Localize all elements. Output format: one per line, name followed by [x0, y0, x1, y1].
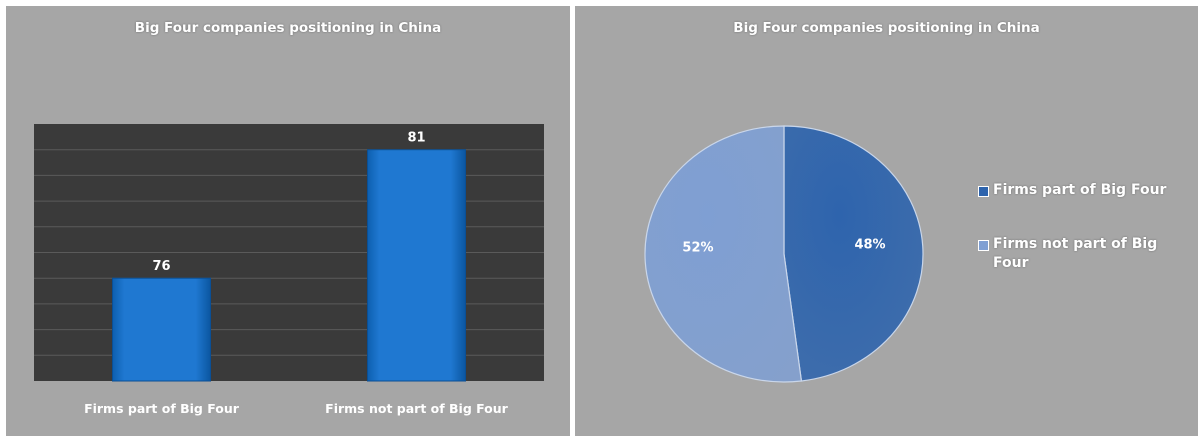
bar-category-label: Firms part of Big Four — [84, 401, 240, 416]
legend-label-firms-not-part-of-big-four: Firms not part of Big Four — [993, 235, 1188, 273]
legend-item-firms-not-part-of-big-four: Firms not part of Big Four — [978, 235, 1193, 279]
pie-data-label: 52% — [682, 241, 713, 256]
bar-chart: 76 Firms part of Big Four 81 Firms not part… — [6, 6, 570, 436]
bar-1 — [368, 150, 466, 381]
pie-data-label: 48% — [854, 237, 885, 252]
legend-swatch-firms-part-of-big-four — [978, 186, 989, 197]
legend-item-firms-part-of-big-four: Firms part of Big Four — [978, 181, 1193, 203]
pie-legend: Firms part of Big Four Firms not part of… — [978, 181, 1193, 291]
bar-data-label: 81 — [407, 131, 425, 146]
bar-category-label: Firms not part of Big Four — [325, 401, 509, 416]
bar-chart-panel: Big Four companies positioning in China … — [6, 6, 570, 436]
pie-chart-panel: Big Four companies positioning in China … — [575, 6, 1198, 436]
legend-swatch-firms-not-part-of-big-four — [978, 240, 989, 251]
pie-slice-0 — [784, 126, 923, 381]
pie-slice-1 — [645, 126, 801, 382]
bar-data-label: 76 — [152, 259, 170, 274]
bar-0 — [113, 278, 211, 381]
legend-label-firms-part-of-big-four: Firms part of Big Four — [993, 181, 1188, 200]
